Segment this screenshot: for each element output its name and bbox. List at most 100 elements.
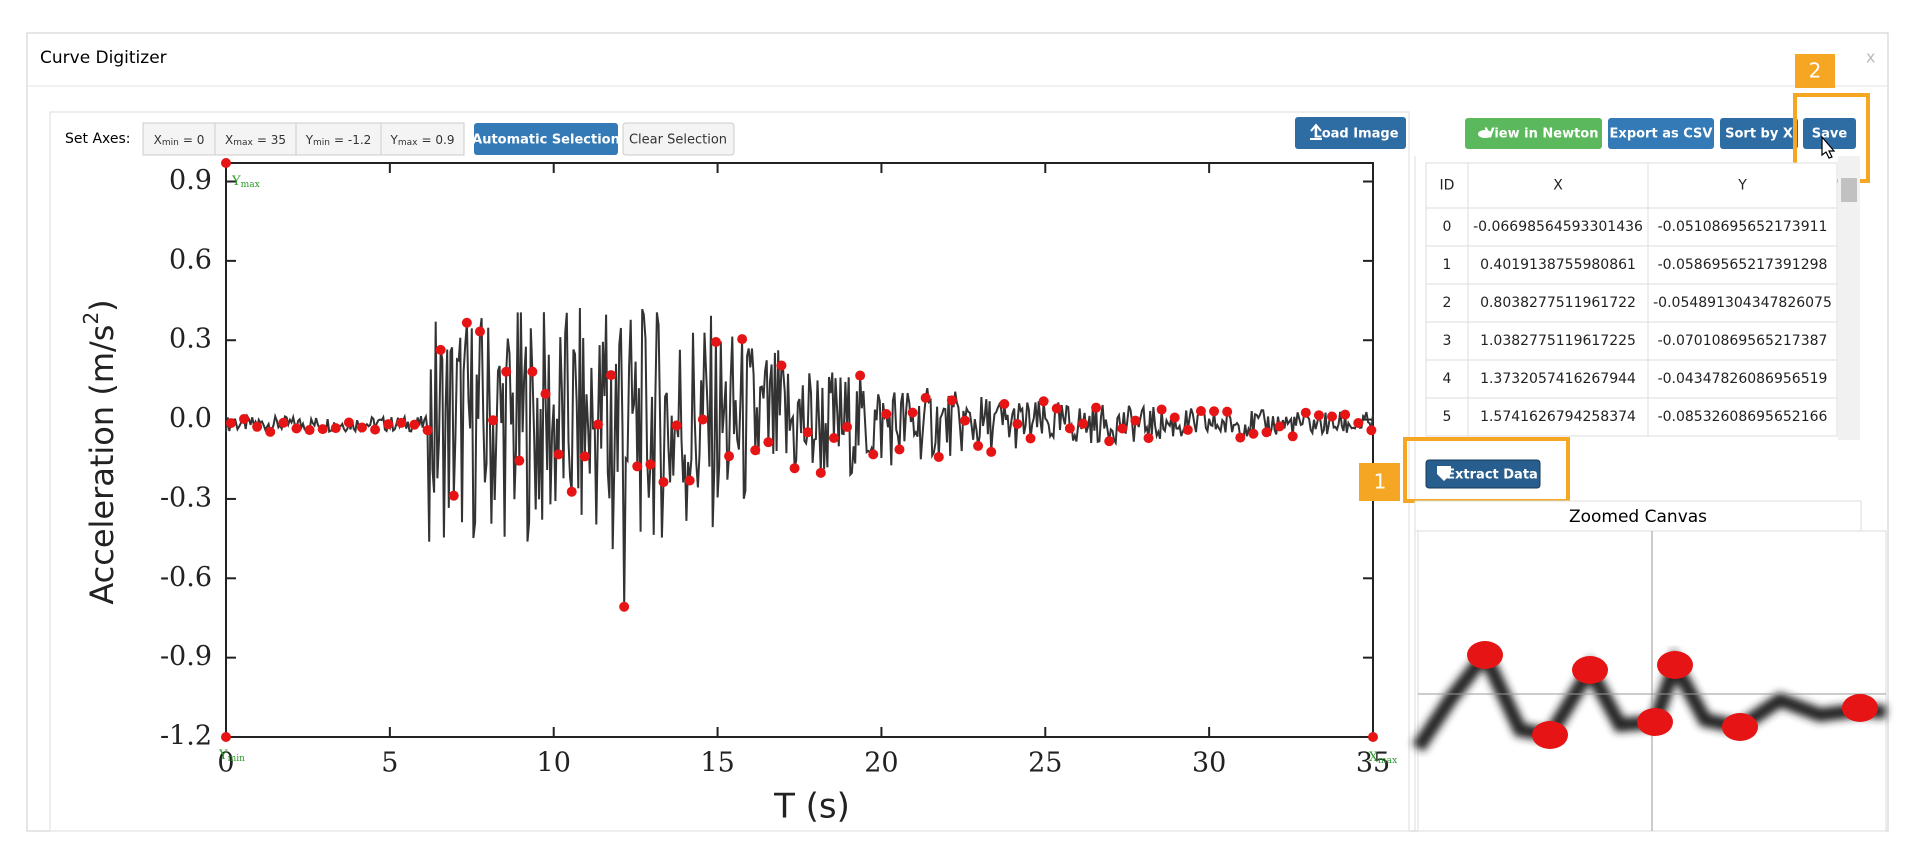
label: Ymin — [218, 748, 245, 764]
table-cell — [1425, 397, 1469, 437]
waveform-image — [225, 307, 1374, 607]
cell-text: 3 — [1443, 333, 1452, 349]
digitized-point — [1300, 407, 1311, 418]
digitized-point — [881, 409, 892, 420]
extract-button[interactable] — [1425, 459, 1541, 489]
digitized-point — [684, 475, 695, 486]
y-tick-label: 0.3 — [169, 324, 212, 355]
digitized-point — [488, 415, 499, 426]
digitized-point — [1025, 433, 1036, 444]
cell-text: 0.8038277511961722 — [1480, 295, 1636, 311]
cell-text: -0.054891304347826075 — [1653, 295, 1832, 311]
digitized-point — [1091, 402, 1102, 413]
axis-sub: min — [162, 138, 179, 148]
digitized-point — [828, 432, 839, 443]
zoom-point — [1722, 713, 1758, 741]
digitized-point — [750, 445, 761, 456]
axis-eq: = 0 — [183, 133, 205, 147]
digitized-point — [632, 461, 643, 472]
cell-text: 5 — [1443, 409, 1452, 425]
axis-eq: = 0.9 — [422, 133, 455, 147]
x-axis-label: T (s) — [773, 787, 850, 827]
zoom-point — [1467, 641, 1503, 669]
digitized-point — [1261, 427, 1272, 438]
scrollbar — [1838, 156, 1860, 440]
zoom-canvas — [1412, 530, 1887, 832]
axis-eq: = -1.2 — [334, 133, 371, 147]
digitized-point — [527, 366, 538, 377]
x-tick-label: 15 — [700, 748, 734, 779]
y-tick-label: 0.9 — [169, 165, 212, 196]
digitized-point — [1104, 436, 1115, 447]
clear-button[interactable] — [622, 122, 735, 156]
digitized-point — [1327, 411, 1338, 422]
digitized-point — [383, 419, 394, 430]
axis-field-label: Ymin = -1.2 — [305, 133, 372, 148]
digitized-point — [1130, 415, 1141, 426]
digitized-point — [710, 336, 721, 347]
axis-field[interactable] — [214, 122, 297, 156]
digitized-point — [370, 424, 381, 435]
digitized-point — [1143, 433, 1154, 444]
close-button[interactable]: x — [1866, 48, 1875, 67]
x-tick-label: 35 — [1356, 748, 1390, 779]
digitized-point — [396, 417, 407, 428]
load-button[interactable] — [1295, 117, 1406, 149]
digitized-point — [1366, 425, 1377, 436]
label-name: Y — [218, 748, 228, 763]
plot-frame — [225, 162, 1374, 738]
action-button[interactable] — [1803, 118, 1856, 149]
digitized-point — [461, 317, 472, 328]
digitized-point — [357, 422, 368, 433]
scroll-thumb[interactable] — [1841, 178, 1857, 202]
table-cell — [1467, 162, 1649, 209]
y-axis-label: Acceleration (m/s2) — [79, 299, 122, 604]
auto-button[interactable] — [474, 123, 618, 155]
plot-image: 0.9 0.6 0.3 0.0 -0.3 -0.6 -0.9 -1.20 5 10 15 20 25 30… — [79, 158, 1398, 827]
cell-text: Y — [1737, 178, 1747, 194]
digitized-point — [789, 463, 800, 474]
cell-text: -0.08532608695652166 — [1658, 409, 1828, 425]
callout-number: 2 — [1809, 59, 1822, 83]
digitized-point — [842, 421, 853, 432]
zoom-point — [1842, 694, 1878, 722]
axis-field[interactable] — [295, 122, 382, 156]
digitized-point — [514, 455, 525, 466]
x-tick-label: 5 — [381, 748, 398, 779]
axis-sub: min — [313, 138, 330, 148]
axis-name: Y — [305, 133, 314, 147]
axis-field-label: Xmax = 35 — [225, 133, 286, 148]
action-button[interactable] — [1720, 118, 1798, 149]
digitized-point — [1274, 421, 1285, 432]
cell-text: 2 — [1443, 295, 1452, 311]
x-tick-label: 20 — [864, 748, 898, 779]
table-cell — [1425, 359, 1469, 399]
extract-label: Extract Data — [1446, 468, 1538, 483]
axis-field-label: Xmin = 0 — [154, 133, 205, 148]
action-button[interactable] — [1465, 118, 1602, 149]
axis-field[interactable] — [142, 122, 216, 156]
label: Ymax — [231, 174, 261, 190]
dialog-title: Curve Digitizer — [40, 48, 167, 68]
label: Xmax — [1369, 750, 1398, 766]
action-button[interactable] — [1608, 118, 1714, 149]
callout-tab — [1359, 463, 1400, 501]
cell-text: 1.5741626794258374 — [1480, 409, 1636, 425]
axis-field[interactable] — [380, 122, 465, 156]
digitized-point — [579, 451, 590, 462]
table-cell — [1467, 359, 1649, 399]
clear-label: Clear Selection — [629, 133, 727, 148]
digitized-point — [474, 326, 485, 337]
action-buttons: View in Newton Export as CSV Sort by X Save — [1465, 118, 1856, 159]
callout-tab — [1795, 54, 1835, 88]
digitized-point — [1064, 423, 1075, 434]
cell-text: -0.07010869565217387 — [1658, 333, 1828, 349]
table-cell — [1647, 283, 1838, 323]
digitized-point — [724, 451, 735, 462]
digitized-point — [278, 417, 289, 428]
cell-text: -0.06698564593301436 — [1473, 219, 1643, 235]
cell-text: 1.0382775119617225 — [1480, 333, 1636, 349]
digitized-point — [1248, 428, 1259, 439]
eye-icon — [1478, 130, 1492, 138]
